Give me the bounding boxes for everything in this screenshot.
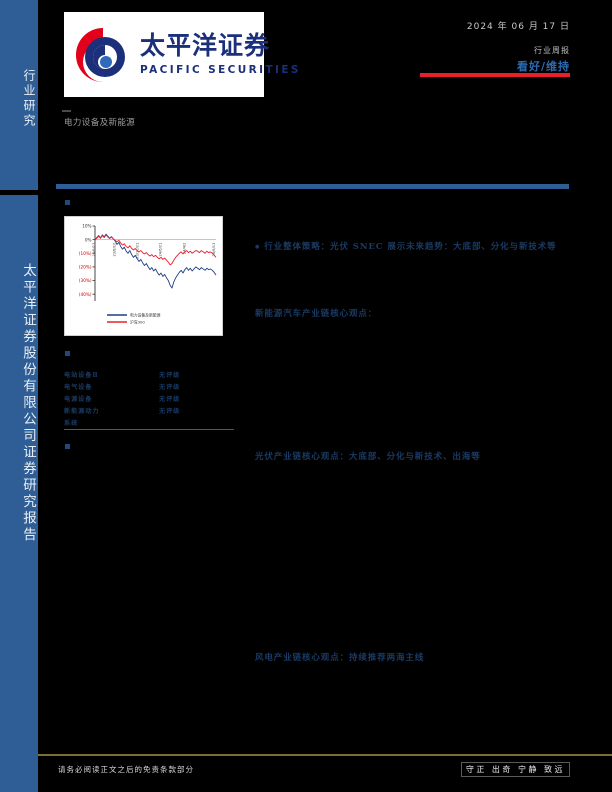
industry-dash-divider [62, 110, 71, 112]
rating-row-value [159, 418, 229, 430]
report-date: 2024 年 06 月 17 日 [466, 22, 570, 32]
pacific-securities-swirl-icon [72, 24, 134, 86]
heading-ev-chain: 新能源汽车产业链核心观点： [255, 309, 378, 319]
x-axis-tick-label: 23/8/10 [113, 242, 117, 257]
logo-chinese-name: 太平洋证券 [140, 31, 271, 61]
company-logo: 太平洋证券 PACIFIC SECURITIES [64, 12, 298, 97]
section-separator-bar [56, 184, 569, 189]
logo-wordmark: 太平洋证券 PACIFIC SECURITIES [140, 31, 301, 76]
table-row: 电站设备Ⅱ 无评级 [64, 370, 234, 382]
section-marker-rating-table [65, 351, 70, 356]
table-row: 系统 [64, 418, 234, 430]
sidebar-label-company-research-report: 太平洋证券股份有限公司证券研究报告 [20, 262, 36, 544]
sidebar-label-industry-research: 行业研究 [22, 69, 36, 129]
y-axis-tick-label: (30%) [79, 278, 92, 283]
footer-motto: 守正 出奇 宁静 致远 [460, 762, 570, 777]
rating-row-value: 无评级 [159, 395, 181, 403]
rating-row-name: 系统 [64, 419, 79, 427]
y-axis-tick-label: (10%) [79, 251, 92, 256]
sidebar-rail-top [0, 0, 38, 190]
heading-overall-strategy: 行业整体策略：光伏 SNEC 展示未来趋势：大底部、分化与新技术等 [255, 240, 572, 252]
relative-performance-chart: 10% 0% (10%) (20%) (30%) (40%) 23/6/13 23/8/10 2… [64, 216, 223, 336]
chart-series-line [94, 234, 217, 266]
rating-row-value: 无评级 [159, 407, 181, 415]
chart-series-line [94, 233, 217, 289]
table-row: 新能源动力 无评级 [64, 406, 234, 418]
x-axis-tick-label: 23/6/13 [92, 243, 96, 257]
report-type-label: 行业周报 [534, 46, 570, 55]
rating-table-bottom-rule [64, 429, 234, 430]
rating-row-value: 无评级 [159, 372, 181, 379]
y-axis-tick-label: 0% [85, 237, 92, 242]
heading-wind-chain: 风电产业链核心观点：持续推荐两海主线 [255, 653, 425, 663]
x-axis-tick-label: 24/4/2 [183, 243, 187, 255]
sub-industry-rating-table: 电站设备Ⅱ 无评级 电气设备 无评级 电源设备 无评级 新能源动力 无评级 系统 [64, 370, 234, 430]
rating-row-name: 电站设备Ⅱ [64, 372, 99, 379]
industry-sector-label: 电力设备及新能源 [64, 118, 136, 128]
footer-disclaimer: 请务必阅读正文之后的免责条款部分 [58, 765, 194, 774]
y-axis-tick-label: 10% [82, 224, 91, 229]
rating-row-value: 无评级 [159, 383, 181, 391]
legend-label: 电力设备及新能源 [130, 313, 161, 318]
sidebar-rail-bottom [0, 195, 38, 792]
logo-english-name: PACIFIC SECURITIES [140, 63, 301, 76]
rating-row-name: 新能源动力 [64, 407, 100, 415]
x-axis-tick-label: 24/6/13 [212, 243, 216, 257]
section-marker-chart [65, 200, 70, 205]
footer-rule [38, 754, 612, 756]
y-axis-tick-label: (20%) [79, 265, 92, 270]
header-red-underline [420, 73, 570, 77]
y-axis-tick-label: (40%) [79, 292, 92, 297]
table-row: 电气设备 无评级 [64, 382, 234, 394]
rating-row-name: 电源设备 [64, 395, 93, 403]
rating-row-name: 电气设备 [64, 383, 93, 391]
rating-badge: 看好/维持 [516, 60, 570, 73]
table-row: 电源设备 无评级 [64, 394, 234, 406]
x-axis-tick-label: 24/6/21 [159, 243, 163, 257]
legend-label: 沪深300 [130, 320, 145, 325]
section-marker-related-report [65, 444, 70, 449]
heading-pv-chain: 光伏产业链核心观点：大底部、分化与新技术、出海等 [255, 452, 481, 462]
